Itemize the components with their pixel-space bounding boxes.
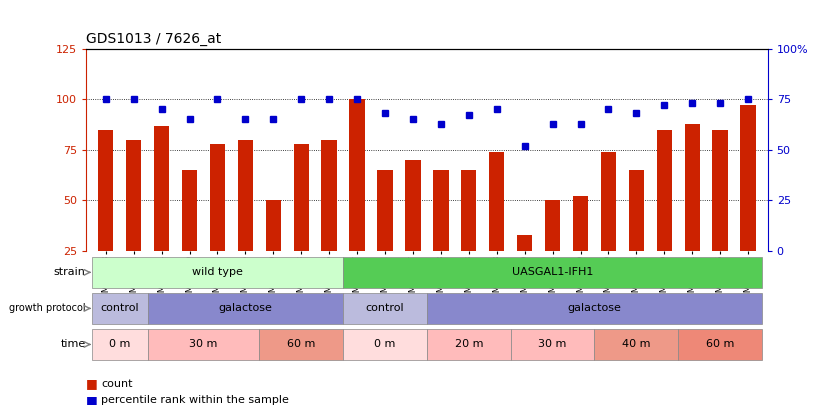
Bar	[259, 329, 343, 360]
Bar	[126, 140, 141, 251]
Bar	[154, 126, 169, 251]
Text: 0 m: 0 m	[374, 339, 396, 349]
Bar	[343, 293, 427, 324]
Text: galactose: galactose	[218, 303, 273, 313]
Bar	[343, 257, 762, 288]
Bar	[427, 329, 511, 360]
Bar	[657, 130, 672, 251]
Bar	[713, 130, 728, 251]
Text: galactose: galactose	[567, 303, 621, 313]
Bar	[685, 124, 700, 251]
Bar	[182, 170, 197, 251]
Text: 30 m: 30 m	[190, 339, 218, 349]
Text: ■: ■	[86, 394, 98, 405]
Bar	[148, 293, 343, 324]
Text: strain: strain	[53, 267, 85, 277]
Bar	[148, 329, 259, 360]
Bar	[511, 329, 594, 360]
Text: growth protocol: growth protocol	[9, 303, 85, 313]
Bar	[489, 152, 504, 251]
Bar	[545, 200, 560, 251]
Text: 20 m: 20 m	[455, 339, 483, 349]
Text: control: control	[365, 303, 404, 313]
Bar	[573, 196, 588, 251]
Text: ■: ■	[86, 377, 98, 390]
Bar	[378, 170, 392, 251]
Bar	[601, 152, 616, 251]
Bar	[98, 130, 113, 251]
Bar	[238, 140, 253, 251]
Bar	[322, 140, 337, 251]
Bar	[92, 257, 343, 288]
Text: wild type: wild type	[192, 266, 243, 277]
Bar	[433, 170, 448, 251]
Bar	[517, 235, 532, 251]
Bar	[92, 293, 148, 324]
Bar	[92, 329, 148, 360]
Text: UASGAL1-IFH1: UASGAL1-IFH1	[512, 266, 594, 277]
Text: GDS1013 / 7626_at: GDS1013 / 7626_at	[86, 32, 222, 46]
Bar	[343, 329, 427, 360]
Bar	[594, 329, 678, 360]
Text: percentile rank within the sample: percentile rank within the sample	[101, 395, 289, 405]
Text: 60 m: 60 m	[706, 339, 734, 349]
Text: count: count	[101, 379, 132, 389]
Bar	[266, 200, 281, 251]
Bar	[210, 144, 225, 251]
Bar	[629, 170, 644, 251]
Bar	[427, 293, 762, 324]
Text: 30 m: 30 m	[539, 339, 566, 349]
Text: 0 m: 0 m	[109, 339, 131, 349]
Bar	[294, 144, 309, 251]
Bar	[461, 170, 476, 251]
Bar	[741, 105, 756, 251]
Bar	[350, 99, 365, 251]
Bar	[406, 160, 420, 251]
Text: time: time	[61, 339, 85, 350]
Bar	[678, 329, 762, 360]
Text: 40 m: 40 m	[622, 339, 650, 349]
Text: 60 m: 60 m	[287, 339, 315, 349]
Text: control: control	[100, 303, 139, 313]
